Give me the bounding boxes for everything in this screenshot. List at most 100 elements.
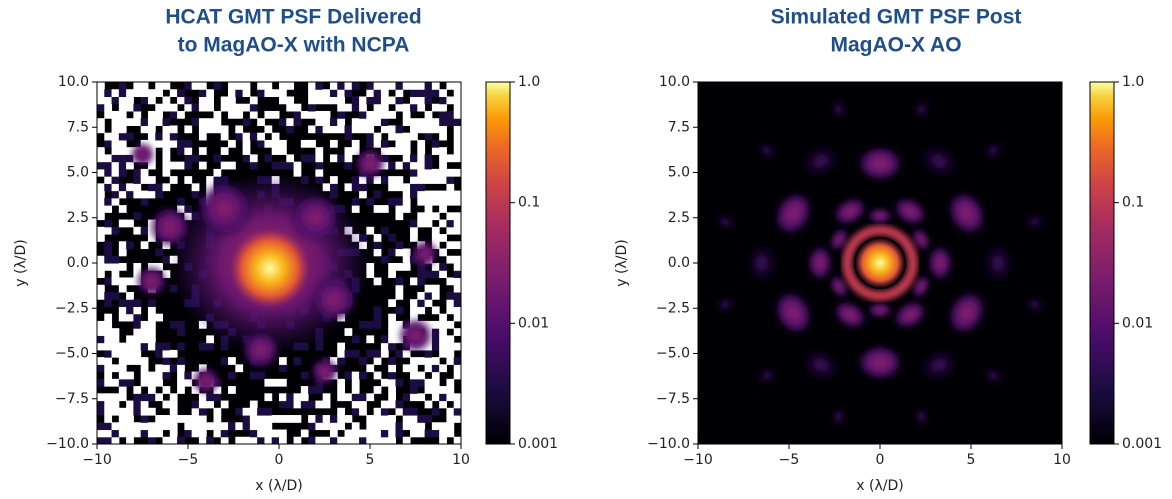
noise-pixel <box>169 429 178 438</box>
noise-pixel <box>147 386 156 394</box>
noise-pixel <box>439 320 447 329</box>
colorbar-tick-label: 0.01 <box>1122 315 1153 331</box>
noise-pixel <box>126 429 134 438</box>
noise-pixel <box>257 436 265 444</box>
noise-pixel <box>439 335 447 344</box>
colorbar-tick-label: 0.001 <box>1122 436 1162 452</box>
noise-pixel <box>380 436 389 444</box>
noise-pixel <box>395 205 404 213</box>
noise-pixel <box>380 342 389 351</box>
noise-pixel <box>118 118 127 126</box>
noise-pixel <box>380 139 389 148</box>
noise-pixel <box>410 422 418 431</box>
noise-pixel <box>97 226 105 235</box>
noise-pixel <box>206 342 214 351</box>
colorbar-tick-label: 1.0 <box>518 74 540 90</box>
noise-pixel <box>453 103 461 112</box>
noise-pixel <box>424 110 433 119</box>
noise-pixel <box>395 139 404 148</box>
noise-pixel <box>191 154 200 163</box>
noise-pixel <box>147 328 156 336</box>
psf-lobe <box>191 366 221 396</box>
noise-pixel <box>111 378 120 387</box>
noise-pixel <box>351 197 360 206</box>
noise-pixel <box>162 386 171 394</box>
noise-pixel <box>395 407 404 416</box>
noise-pixel <box>133 263 142 271</box>
noise-pixel <box>169 400 178 409</box>
noise-pixel <box>446 342 455 351</box>
noise-pixel <box>380 103 389 112</box>
noise-pixel <box>264 429 273 438</box>
noise-pixel <box>118 125 127 134</box>
psf-lobe <box>807 244 833 282</box>
noise-pixel <box>410 103 418 112</box>
noise-pixel <box>249 429 258 438</box>
noise-pixel <box>126 357 134 365</box>
noise-pixel <box>337 436 346 444</box>
noise-pixel <box>308 82 316 90</box>
psf-lobe <box>867 207 893 225</box>
noise-pixel <box>322 118 331 126</box>
noise-pixel <box>453 270 461 279</box>
noise-pixel <box>344 154 353 163</box>
noise-pixel <box>97 291 105 300</box>
noise-pixel <box>126 132 134 141</box>
noise-pixel <box>395 147 404 155</box>
noise-pixel <box>351 386 360 394</box>
noise-pixel <box>155 248 164 257</box>
noise-pixel <box>242 147 251 155</box>
noise-pixel <box>373 407 382 416</box>
noise-pixel <box>126 299 134 307</box>
noise-pixel <box>140 89 149 98</box>
noise-pixel <box>439 103 447 112</box>
noise-pixel <box>279 400 287 409</box>
noise-pixel <box>329 415 338 423</box>
noise-pixel <box>191 118 200 126</box>
noise-pixel <box>373 349 382 358</box>
noise-pixel <box>126 96 134 105</box>
noise-pixel <box>279 364 287 373</box>
psf-lobe <box>829 227 849 252</box>
noise-pixel <box>257 82 265 90</box>
psf-lobe <box>757 365 777 386</box>
noise-pixel <box>373 415 382 423</box>
noise-pixel <box>351 176 360 184</box>
noise-pixel <box>424 89 433 98</box>
noise-pixel <box>184 378 193 387</box>
x-tick-label: −5 <box>178 452 199 468</box>
noise-pixel <box>111 407 120 416</box>
noise-pixel <box>111 422 120 431</box>
heatmap-image <box>698 82 1062 444</box>
noise-pixel <box>133 190 142 199</box>
noise-pixel <box>286 154 295 163</box>
noise-pixel <box>198 82 207 90</box>
noise-pixel <box>366 320 375 329</box>
noise-pixel <box>133 176 142 184</box>
noise-pixel <box>279 89 287 98</box>
noise-pixel <box>300 386 309 394</box>
noise-pixel <box>118 205 127 213</box>
noise-pixel <box>388 371 396 380</box>
noise-pixel <box>184 371 193 380</box>
noise-pixel <box>344 89 353 98</box>
noise-pixel <box>402 147 411 155</box>
noise-pixel <box>213 82 222 90</box>
noise-pixel <box>140 378 149 387</box>
noise-pixel <box>111 400 120 409</box>
noise-pixel <box>111 89 120 98</box>
noise-pixel <box>439 176 447 184</box>
noise-pixel <box>118 422 127 431</box>
noise-pixel <box>213 154 222 163</box>
noise-pixel <box>424 154 433 163</box>
noise-pixel <box>147 89 156 98</box>
noise-pixel <box>169 161 178 170</box>
noise-pixel <box>344 132 353 141</box>
noise-pixel <box>118 349 127 358</box>
noise-pixel <box>118 386 127 394</box>
noise-pixel <box>235 125 244 134</box>
noise-pixel <box>380 110 389 119</box>
noise-pixel <box>126 400 134 409</box>
noise-pixel <box>446 197 455 206</box>
noise-pixel <box>395 306 404 315</box>
